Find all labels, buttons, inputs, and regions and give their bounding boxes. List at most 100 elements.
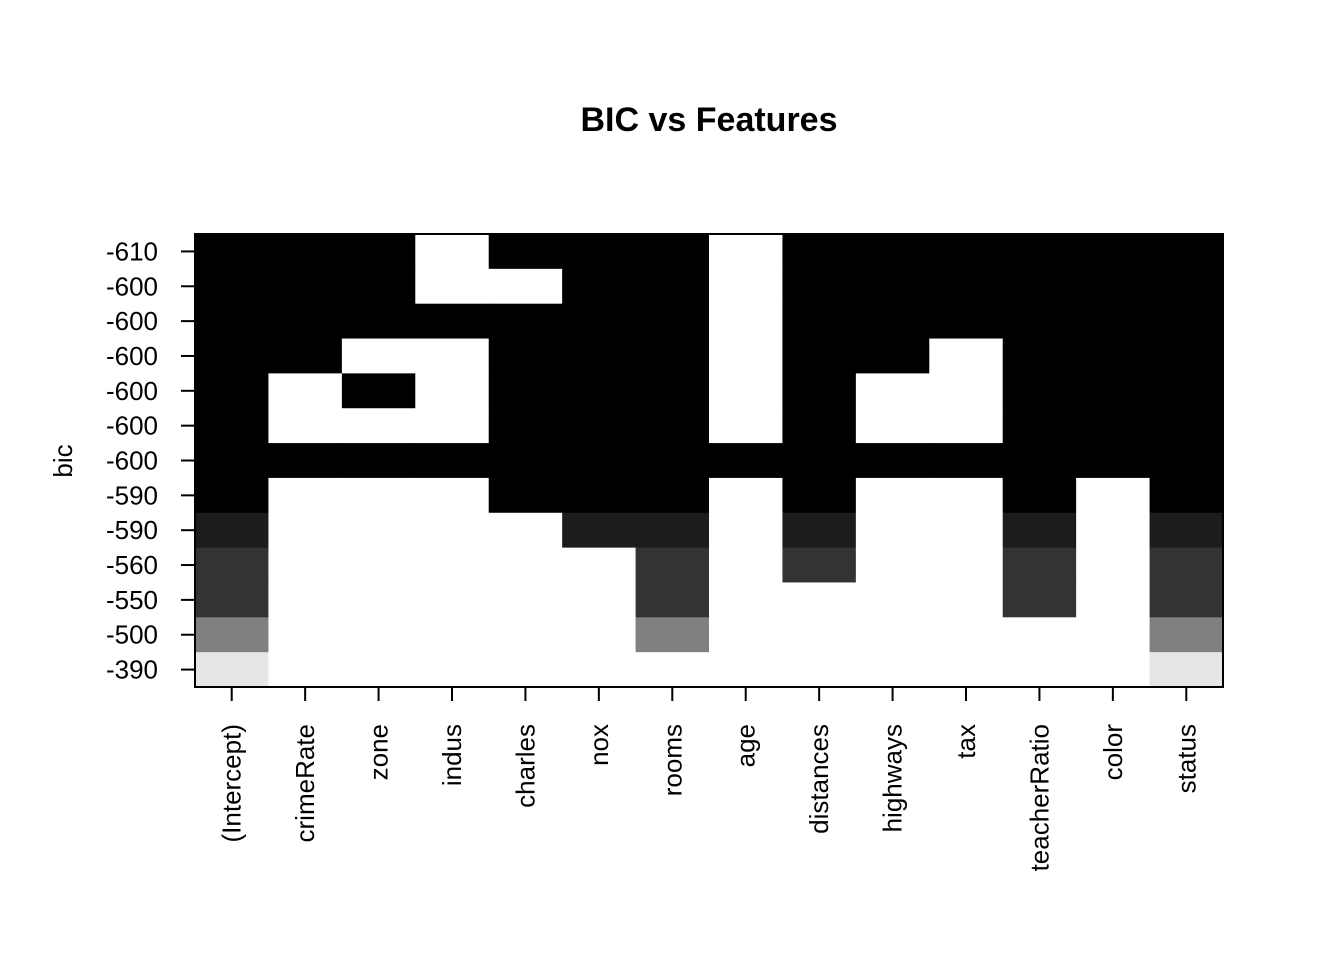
heatmap-cell <box>195 547 270 584</box>
x-tick-label: color <box>1098 724 1128 781</box>
heatmap-cell <box>1076 652 1151 688</box>
heatmap-cell <box>635 408 710 444</box>
x-axis: (Intercept) crimeRate zone indus charles nox r… <box>217 687 1201 871</box>
heatmap-cell <box>488 408 563 444</box>
heatmap-cell <box>929 303 1004 340</box>
heatmap-cell <box>855 338 930 374</box>
heatmap-cell <box>268 547 343 584</box>
heatmap-cell <box>488 338 563 374</box>
heatmap-cell <box>1076 234 1151 270</box>
heatmap-cell <box>415 303 490 340</box>
heatmap-cell <box>268 582 343 618</box>
y-tick-label: -390 <box>106 655 158 685</box>
heatmap-cell <box>1002 303 1077 340</box>
x-tick-label: status <box>1171 724 1201 793</box>
heatmap-cell <box>488 443 563 479</box>
heatmap-cell <box>782 443 857 479</box>
heatmap-cell <box>1149 443 1224 479</box>
heatmap-cell <box>195 268 270 305</box>
heatmap-cell <box>1076 443 1151 479</box>
heatmap-cell <box>1149 477 1224 514</box>
heatmap-cell <box>929 443 1004 479</box>
heatmap-cell <box>929 268 1004 305</box>
heatmap-cell <box>635 477 710 514</box>
y-axis-label: bic <box>48 444 78 477</box>
heatmap-cell <box>488 477 563 514</box>
heatmap-cell <box>488 373 563 409</box>
heatmap-cell <box>488 268 563 305</box>
heatmap-cell <box>415 443 490 479</box>
heatmap-cell <box>1076 373 1151 409</box>
heatmap-cell <box>415 652 490 688</box>
heatmap-cell <box>635 234 710 270</box>
heatmap-cell <box>709 582 784 618</box>
heatmap-cell <box>488 547 563 584</box>
heatmap-cell <box>488 303 563 340</box>
heatmap-cell <box>929 408 1004 444</box>
heatmap-cell <box>341 477 416 514</box>
heatmap-cell <box>855 443 930 479</box>
heatmap-cell <box>195 234 270 270</box>
heatmap-cell <box>488 617 563 653</box>
heatmap-cell <box>929 547 1004 584</box>
heatmap-cell <box>1149 373 1224 409</box>
heatmap-cell <box>415 408 490 444</box>
heatmap-cell <box>415 582 490 618</box>
heatmap-cell <box>782 234 857 270</box>
heatmap-cell <box>195 303 270 340</box>
x-tick-label: teacherRatio <box>1024 724 1054 871</box>
y-tick-label: -590 <box>106 480 158 510</box>
heatmap-cell <box>782 617 857 653</box>
heatmap-cell <box>855 582 930 618</box>
heatmap-cell <box>195 512 270 549</box>
heatmap-cell <box>1149 652 1224 688</box>
heatmap-cell <box>709 617 784 653</box>
heatmap-cell <box>341 582 416 618</box>
x-tick-label: zone <box>364 724 394 780</box>
heatmap-cell <box>562 547 637 584</box>
heatmap-cell <box>1076 408 1151 444</box>
heatmap-cell <box>782 547 857 584</box>
heatmap-cell <box>635 373 710 409</box>
y-axis: -610 -600 -600 -600 -600 -600 -600 -590 -590 -560… <box>106 236 195 685</box>
heatmap-cell <box>562 443 637 479</box>
heatmap-cell <box>1002 443 1077 479</box>
heatmap-cell <box>855 303 930 340</box>
heatmap-cell <box>1002 408 1077 444</box>
heatmap-cell <box>709 512 784 549</box>
heatmap-cell <box>1002 477 1077 514</box>
heatmap-cell <box>855 477 930 514</box>
heatmap-cell <box>562 234 637 270</box>
heatmap-cell <box>268 338 343 374</box>
heatmap-cell <box>341 338 416 374</box>
heatmap-cell <box>709 338 784 374</box>
heatmap-cell <box>415 338 490 374</box>
heatmap-cell <box>1149 582 1224 618</box>
heatmap-cell <box>1076 303 1151 340</box>
x-tick-label: tax <box>951 724 981 759</box>
heatmap-cell <box>855 652 930 688</box>
heatmap-cell <box>709 652 784 688</box>
heatmap-cell <box>195 443 270 479</box>
y-tick-label: -610 <box>106 236 158 266</box>
heatmap-cell <box>1149 338 1224 374</box>
x-tick-label: rooms <box>657 724 687 796</box>
heatmap-cell <box>268 512 343 549</box>
heatmap-cell <box>1076 477 1151 514</box>
heatmap-cell <box>1002 652 1077 688</box>
heatmap-cell <box>341 373 416 409</box>
heatmap-cell <box>782 303 857 340</box>
heatmap-cell <box>195 338 270 374</box>
heatmap-cell <box>562 373 637 409</box>
heatmap-cell <box>562 582 637 618</box>
heatmap-cell <box>562 408 637 444</box>
heatmap-cell <box>782 268 857 305</box>
heatmap-cell <box>341 512 416 549</box>
heatmap-cell <box>635 547 710 584</box>
heatmap-cell <box>929 582 1004 618</box>
heatmap-cell <box>488 652 563 688</box>
heatmap-cell <box>268 652 343 688</box>
x-tick-label: indus <box>437 724 467 786</box>
heatmap-cell <box>1002 617 1077 653</box>
